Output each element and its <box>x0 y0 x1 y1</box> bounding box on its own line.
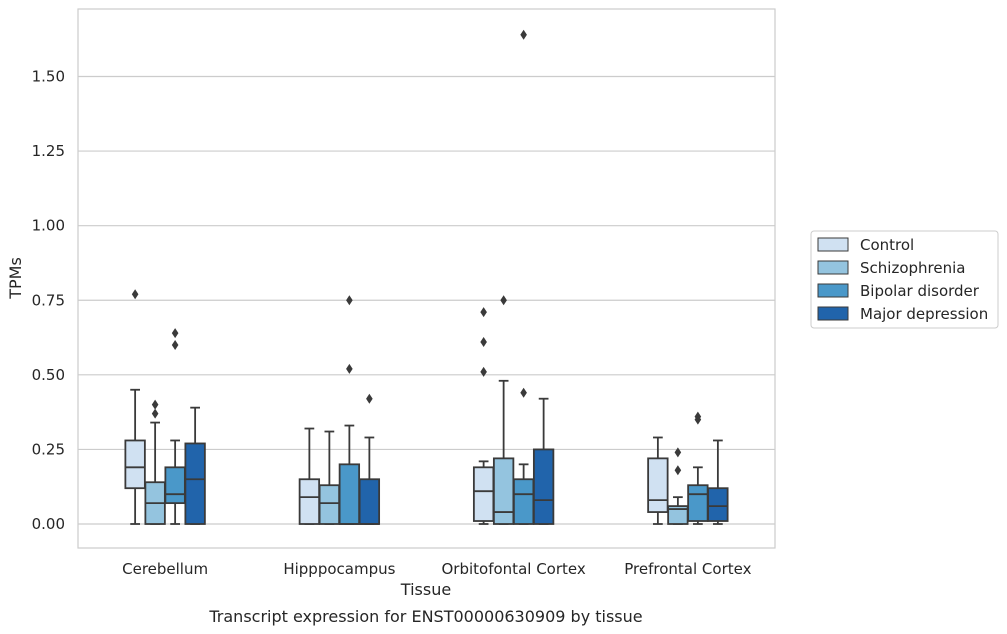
outlier-point <box>131 289 139 300</box>
box-iqr <box>124 439 146 490</box>
legend-label: Bipolar disorder <box>860 282 980 300</box>
box-iqr <box>164 466 186 505</box>
box-iqr <box>298 478 321 525</box>
box-major-depression <box>358 393 381 525</box>
outlier-point <box>480 366 487 377</box>
box-bipolar-disorder <box>164 328 186 525</box>
outlier-point <box>346 363 353 374</box>
y-tick-label: 0.75 <box>32 291 65 309</box>
outlier-point <box>346 295 353 306</box>
outlier-point <box>674 447 682 458</box>
outlier-point <box>480 307 487 318</box>
y-axis-label: TPMs <box>6 257 25 300</box>
box-schizophrenia <box>318 430 341 525</box>
y-axis-ticks: 0.00 0.25 0.50 0.75 1.00 1.25 1.50 <box>32 68 65 534</box>
legend-label: Major depression <box>860 305 988 323</box>
box-control <box>298 427 321 525</box>
y-tick-label: 1.25 <box>32 142 65 160</box>
legend-swatch <box>817 306 849 321</box>
outlier-point <box>694 411 702 422</box>
box-major-depression <box>707 439 729 525</box>
box-major-depression <box>184 406 206 525</box>
box-control <box>124 289 146 525</box>
outlier-point <box>151 399 159 410</box>
boxes <box>124 29 729 525</box>
box-bipolar-disorder <box>687 411 709 525</box>
outlier-point <box>520 29 527 40</box>
y-tick-label: 1.50 <box>32 68 65 86</box>
x-tick-label: Cerebellum <box>122 560 208 578</box>
legend-frame <box>810 230 999 329</box>
box-schizophrenia <box>144 399 166 525</box>
box-iqr <box>318 484 341 525</box>
box-iqr <box>338 463 361 525</box>
box-iqr <box>647 457 669 513</box>
box-control <box>472 307 495 525</box>
legend-swatch <box>817 260 849 275</box>
y-tick-label: 1.00 <box>32 217 65 235</box>
box-bipolar-disorder <box>338 295 361 525</box>
box-iqr <box>472 466 495 522</box>
legend-label: Schizophrenia <box>860 259 965 277</box>
legend-swatch <box>817 237 849 252</box>
box-iqr <box>358 478 381 525</box>
x-tick-label: Hipppocampus <box>283 560 395 578</box>
legend: Control Schizophrenia Bipolar disorder Majo… <box>810 230 999 329</box>
chart-caption: Transcript expression for ENST0000063090… <box>208 607 642 626</box>
box-schizophrenia <box>667 447 689 525</box>
outlier-point <box>171 340 179 350</box>
box-iqr <box>184 442 206 525</box>
box-control <box>647 436 669 525</box>
y-tick-label: 0.25 <box>32 440 65 458</box>
outlier-point <box>151 408 159 419</box>
outlier-point <box>171 328 179 339</box>
y-tick-label: 0.00 <box>32 515 65 533</box>
x-tick-label: Prefrontal Cortex <box>624 560 751 578</box>
outlier-point <box>480 337 487 348</box>
gridlines <box>78 75 775 525</box>
x-axis-ticks: Cerebellum Hipppocampus Orbitofontal Corte… <box>122 560 751 578</box>
box-iqr <box>707 487 729 522</box>
outlier-point <box>674 465 682 476</box>
legend-swatch <box>817 283 849 298</box>
box-iqr <box>687 484 709 522</box>
outlier-point <box>500 295 507 306</box>
box-iqr <box>532 448 555 525</box>
plot-area-frame <box>77 8 776 549</box>
outlier-point <box>366 393 373 404</box>
box-schizophrenia <box>492 295 515 525</box>
box-iqr <box>512 478 535 525</box>
box-major-depression <box>532 397 555 525</box>
box-iqr <box>492 457 515 525</box>
x-tick-label: Orbitofontal Cortex <box>442 560 586 578</box>
outlier-point <box>520 387 527 398</box>
legend-label: Control <box>860 236 914 254</box>
y-tick-label: 0.50 <box>32 366 65 384</box>
x-axis-label: Tissue <box>400 580 451 599</box>
